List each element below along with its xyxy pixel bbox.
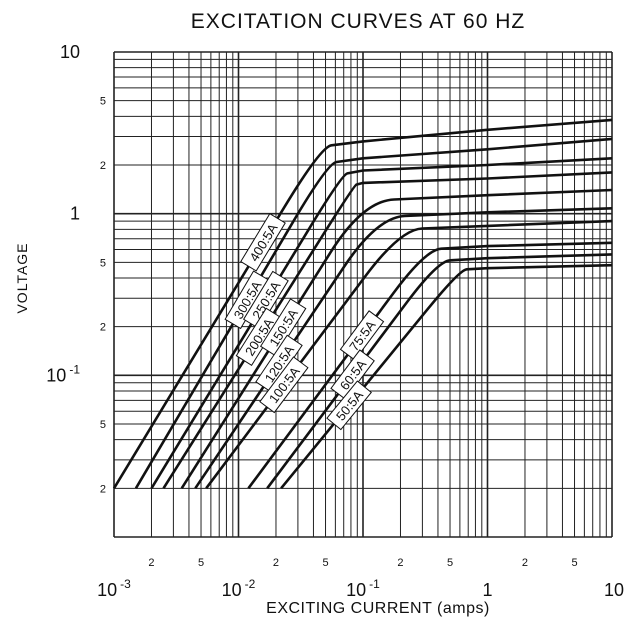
x-tick-label: 10 -1: [346, 577, 380, 600]
curve-label-box: [330, 349, 375, 400]
curve-100-5a: [205, 219, 613, 490]
x-minor-tick-label: 2: [397, 557, 403, 569]
curve-label-box: [259, 298, 307, 357]
y-minor-tick-label: 5: [100, 419, 106, 431]
chart-title: EXCITATION CURVES AT 60 HZ: [190, 10, 526, 33]
x-tick-label: 10 -2: [222, 577, 256, 600]
y-minor-tick-label: 2: [100, 160, 106, 172]
curve-120-5a: [194, 207, 613, 490]
curve-250-5a: [150, 157, 613, 489]
curve-75-5a: [247, 241, 613, 490]
x-minor-tick-label: 5: [322, 557, 328, 569]
x-minor-tick-label: 5: [447, 557, 453, 569]
curve-200-5a: [162, 171, 613, 489]
curve-label-box: [326, 380, 372, 431]
y-minor-tick-label: 2: [100, 483, 106, 495]
curve-60-5a: [266, 253, 613, 490]
curve-label: 75:5A: [339, 310, 385, 361]
x-minor-tick-label: 5: [571, 557, 577, 569]
curve-label-box: [259, 356, 309, 414]
x-minor-tick-label: 5: [198, 557, 204, 569]
curve-300-5a: [134, 137, 613, 489]
curve-label-box: [242, 270, 289, 330]
curve-400-5a: [112, 118, 613, 489]
y-tick-label: 1: [70, 204, 80, 224]
curve-label-box: [339, 310, 385, 361]
x-tick-label: 1: [482, 580, 492, 600]
curves: [112, 118, 613, 490]
y-minor-tick-label: 2: [100, 322, 106, 334]
y-minor-tick-label: 5: [100, 96, 106, 108]
x-minor-tick-label: 2: [522, 557, 528, 569]
curve-label-box: [240, 213, 286, 272]
y-minor-tick-label: 5: [100, 257, 106, 269]
x-minor-tick-label: 2: [148, 557, 154, 569]
x-tick-label: 10 -3: [97, 577, 131, 600]
x-tick-label: 10: [604, 580, 624, 600]
tick-labels: 10 -3 10 -2 10 -1 1 10 10 1 10 -1 2 5 2 5 2 5 2 5 2 5 2 5 2 5: [46, 42, 624, 600]
y-tick-label: 10: [60, 42, 80, 62]
curve-50-5a: [280, 263, 613, 490]
curve-150-5a: [180, 188, 613, 489]
y-tick-label: 10 -1: [46, 362, 80, 385]
x-axis-label: EXCITING CURRENT (amps): [266, 600, 490, 617]
x-minor-tick-label: 2: [273, 557, 279, 569]
